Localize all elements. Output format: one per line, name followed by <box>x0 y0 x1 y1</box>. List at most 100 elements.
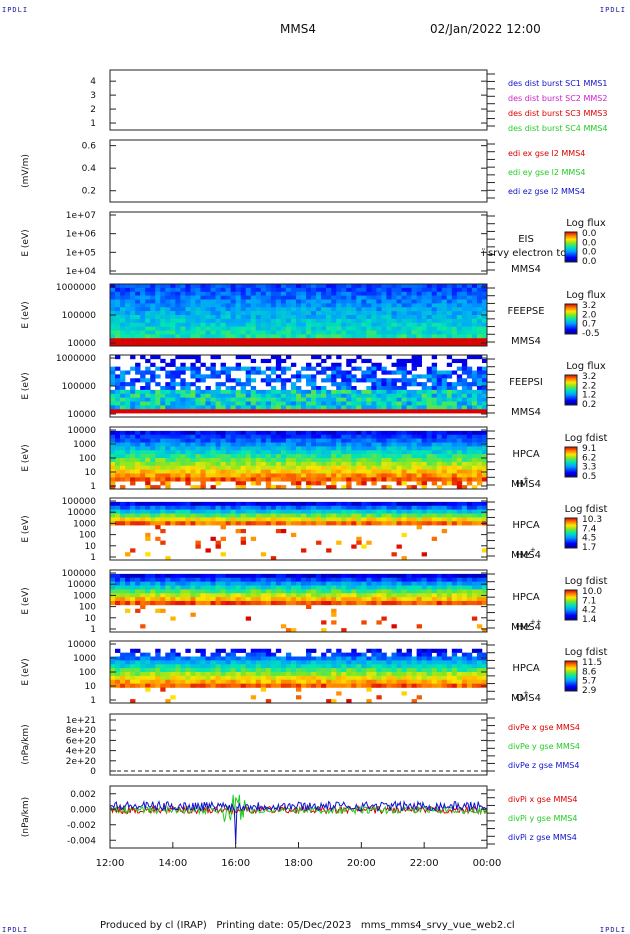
heatmap-cell <box>140 287 146 293</box>
heatmap-cell <box>270 675 277 681</box>
heatmap-cell <box>376 581 382 586</box>
heatmap-cell <box>170 342 176 347</box>
heatmap-cell <box>205 374 211 379</box>
heatmap-cell <box>270 446 277 451</box>
heatmap-cell <box>230 295 236 300</box>
heatmap-cell <box>260 378 267 383</box>
heatmap-cell <box>361 652 367 657</box>
heatmap-cell <box>250 573 257 579</box>
heatmap-cell <box>230 338 236 343</box>
heatmap-cell <box>270 597 277 602</box>
heatmap-cell <box>265 573 272 579</box>
heatmap-cell <box>356 517 362 522</box>
heatmap-cell <box>245 315 252 320</box>
heatmap-cell <box>436 585 443 590</box>
heatmap-cell <box>366 401 372 406</box>
heatmap-cell <box>225 469 231 474</box>
heatmap-cell <box>301 577 307 582</box>
heatmap-cell <box>205 548 211 553</box>
heatmap-cell <box>336 454 342 459</box>
heatmap-cell <box>336 386 342 391</box>
heatmap-cell <box>441 442 448 447</box>
y-tick-label: 1 <box>90 482 96 492</box>
heatmap-cell <box>416 393 422 398</box>
heatmap-cell <box>376 434 382 439</box>
heatmap-cell <box>280 397 287 402</box>
heatmap-cell <box>371 675 377 681</box>
heatmap-cell <box>275 601 282 606</box>
heatmap-cell <box>386 675 392 681</box>
heatmap-cell <box>471 303 478 308</box>
heatmap-cell <box>195 573 201 579</box>
heatmap-cell <box>140 501 146 507</box>
heatmap-cell <box>396 469 402 474</box>
heatmap-cell <box>321 660 327 665</box>
heatmap-cell <box>471 284 478 289</box>
heatmap-cell <box>441 521 448 526</box>
heatmap-cell <box>265 334 272 339</box>
heatmap-cell <box>401 442 407 447</box>
heatmap-cell <box>150 330 156 335</box>
heatmap-cell <box>225 446 231 451</box>
heatmap-cell <box>260 513 267 518</box>
heatmap-cell <box>446 577 453 582</box>
heatmap-cell <box>240 477 247 482</box>
heatmap-cell <box>306 382 312 387</box>
heatmap-cell <box>356 577 362 582</box>
heatmap-cell <box>235 593 241 598</box>
heatmap-cell <box>220 469 226 474</box>
heatmap-cell <box>426 389 433 395</box>
heatmap-cell <box>376 446 382 451</box>
heatmap-cell <box>441 318 448 324</box>
heatmap-cell <box>195 409 201 414</box>
heatmap-cell <box>331 461 337 467</box>
heatmap-cell <box>115 517 121 522</box>
heatmap-cell <box>401 334 407 339</box>
heatmap-cell <box>220 675 226 681</box>
heatmap-cell <box>140 355 146 360</box>
heatmap-cell <box>155 438 161 443</box>
heatmap-cell <box>471 465 478 470</box>
heatmap-cell <box>371 409 377 414</box>
heatmap-cell <box>225 465 231 470</box>
heatmap-cell <box>250 458 257 463</box>
heatmap-cell <box>120 521 126 526</box>
heatmap-cell <box>431 536 438 541</box>
heatmap-cell <box>200 517 206 522</box>
heatmap-cell <box>476 382 483 387</box>
heatmap-cell <box>361 409 367 414</box>
heatmap-cell <box>235 585 241 590</box>
heatmap-cell <box>371 311 377 316</box>
heatmap-cell <box>376 307 382 312</box>
heatmap-cell <box>316 405 322 410</box>
heatmap-cell <box>446 389 453 395</box>
heatmap-cell <box>301 683 307 688</box>
heatmap-cell <box>235 521 241 526</box>
heatmap-cell <box>301 521 307 526</box>
heatmap-cell <box>250 405 257 410</box>
heatmap-cell <box>401 397 407 402</box>
heatmap-cell <box>255 370 262 375</box>
heatmap-cell <box>135 291 141 296</box>
heatmap-cell <box>371 315 377 320</box>
heatmap-cell <box>301 401 307 406</box>
heatmap-cell <box>190 370 196 375</box>
heatmap-cell <box>311 303 317 308</box>
heatmap-cell <box>175 458 181 463</box>
y-tick-label: 4 <box>90 77 96 87</box>
heatmap-cell <box>120 513 126 518</box>
heatmap-cell <box>210 501 216 507</box>
heatmap-cell <box>436 374 443 379</box>
heatmap-cell <box>295 672 302 677</box>
heatmap-cell <box>145 509 151 514</box>
heatmap-cell <box>431 322 438 327</box>
heatmap-cell <box>301 601 307 606</box>
heatmap-cell <box>165 438 171 443</box>
heatmap-cell <box>341 307 347 312</box>
heatmap-cell <box>331 573 337 579</box>
colorbar-tick-label: 2.0 <box>582 310 597 320</box>
heatmap-cell <box>376 291 382 296</box>
heatmap-cell <box>205 322 211 327</box>
heatmap-cell <box>200 648 206 653</box>
heatmap-cell <box>230 668 236 673</box>
